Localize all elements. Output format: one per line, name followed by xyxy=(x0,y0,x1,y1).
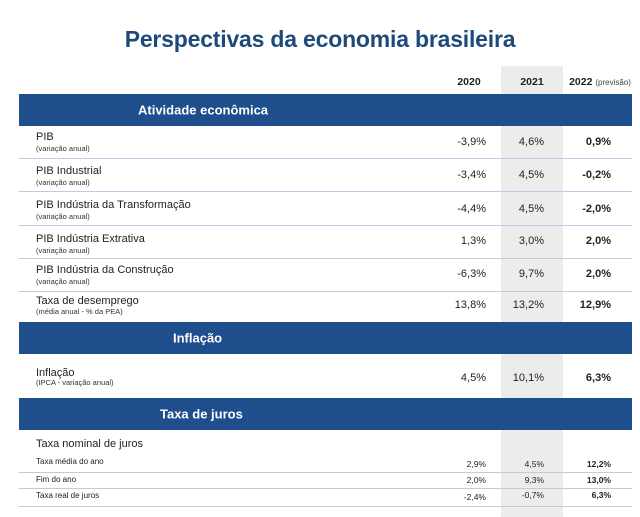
row-sublabel: (variação anual) xyxy=(36,212,90,221)
value-2021: 4,5% xyxy=(518,169,544,181)
row-label: Inflação xyxy=(36,367,75,379)
value-2020: 4,5% xyxy=(460,372,486,384)
juros-heading: Taxa nominal de juros xyxy=(36,438,144,450)
value-2022: 0,9% xyxy=(585,136,611,148)
value-2021: 3,0% xyxy=(518,235,544,247)
value-2022: -2,0% xyxy=(582,203,611,215)
row-label: PIB Indústria da Transformação xyxy=(36,199,191,211)
row-sublabel: (variação anual) xyxy=(36,277,90,286)
column-header-2021: 2021 xyxy=(520,76,544,88)
table-row: Taxa real de juros -2,4% -0,7% 6,3% xyxy=(19,488,632,507)
value-2020: -6,3% xyxy=(457,268,486,280)
row-sublabel: (variação anual) xyxy=(36,178,90,187)
table-row: PIB Indústria Extrativa (variação anual)… xyxy=(19,225,632,259)
value-2021: 4,5% xyxy=(518,203,544,215)
value-2022: 12,9% xyxy=(579,299,611,311)
value-2020: 2,0% xyxy=(466,475,486,485)
section-title: Inflação xyxy=(173,330,223,346)
row-label: Taxa média do ano xyxy=(36,457,104,466)
table-row: PIB Indústria da Transformação (variação… xyxy=(19,191,632,226)
row-label: Fim do ano xyxy=(36,475,77,484)
row-sublabel: (variação anual) xyxy=(36,144,90,153)
table-row: PIB Industrial (variação anual) -3,4% 4,… xyxy=(19,158,632,192)
value-2020: -3,4% xyxy=(457,169,486,181)
value-2020: 1,3% xyxy=(460,235,486,247)
section-header-inflacao: Inflação xyxy=(19,322,632,354)
section-header-juros: Taxa de juros xyxy=(19,398,632,430)
table-row: Taxa de desemprego (média anual - % da P… xyxy=(19,291,632,322)
value-2022: 6,3% xyxy=(585,372,611,384)
section-header-atividade: Atividade econômica xyxy=(19,94,632,126)
row-label: Taxa de desemprego xyxy=(36,295,139,307)
section-title: Atividade econômica xyxy=(138,102,269,118)
value-2022: 12,2% xyxy=(586,459,611,469)
value-2021: 13,2% xyxy=(512,299,544,311)
value-2022: 2,0% xyxy=(585,268,611,280)
column-header-2022-year: 2022 xyxy=(569,76,593,88)
value-2021: 4,6% xyxy=(518,136,544,148)
value-2021: 9,7% xyxy=(518,268,544,280)
value-2022: 2,0% xyxy=(585,235,611,247)
page-title: Perspectivas da economia brasileira xyxy=(124,26,516,52)
table-row: Taxa média do ano 2,9% 4,5% 12,2% xyxy=(19,454,632,473)
value-2020: 2,9% xyxy=(466,459,486,469)
column-header-2022-note: (previsão) xyxy=(595,78,631,87)
value-2020: 13,8% xyxy=(454,299,486,311)
value-2021: 4,5% xyxy=(524,459,544,469)
table-row: Fim do ano 2,0% 9,3% 13,0% xyxy=(19,472,632,489)
value-2021: 9,3% xyxy=(524,475,544,485)
row-sublabel: (média anual - % da PEA) xyxy=(36,307,123,316)
column-header-2022: 2022 (previsão) xyxy=(564,76,636,88)
row-label: PIB Indústria da Construção xyxy=(36,264,174,276)
row-label: PIB Indústria Extrativa xyxy=(36,233,145,245)
column-header-2020: 2020 xyxy=(457,76,481,88)
value-2022: 6,3% xyxy=(591,490,611,500)
table-row: Inflação (IPCA - variação anual) 4,5% 10… xyxy=(19,354,632,398)
row-sublabel: (variação anual) xyxy=(36,246,90,255)
section-title: Taxa de juros xyxy=(160,406,243,422)
row-label: Taxa real de juros xyxy=(36,491,100,500)
value-2020: -3,9% xyxy=(457,136,486,148)
row-sublabel: (IPCA - variação anual) xyxy=(36,378,114,387)
table-row: PIB Indústria da Construção (variação an… xyxy=(19,258,632,292)
table-row: PIB (variação anual) -3,9% 4,6% 0,9% xyxy=(19,126,632,159)
value-2021: -0,7% xyxy=(521,490,544,500)
value-2022: -0,2% xyxy=(582,169,611,181)
value-2022: 13,0% xyxy=(586,475,611,485)
value-2021: 10,1% xyxy=(512,372,544,384)
row-label: PIB Industrial xyxy=(36,165,102,177)
value-2020: -4,4% xyxy=(457,203,486,215)
row-label: PIB xyxy=(36,131,54,143)
value-2020: -2,4% xyxy=(463,492,486,502)
